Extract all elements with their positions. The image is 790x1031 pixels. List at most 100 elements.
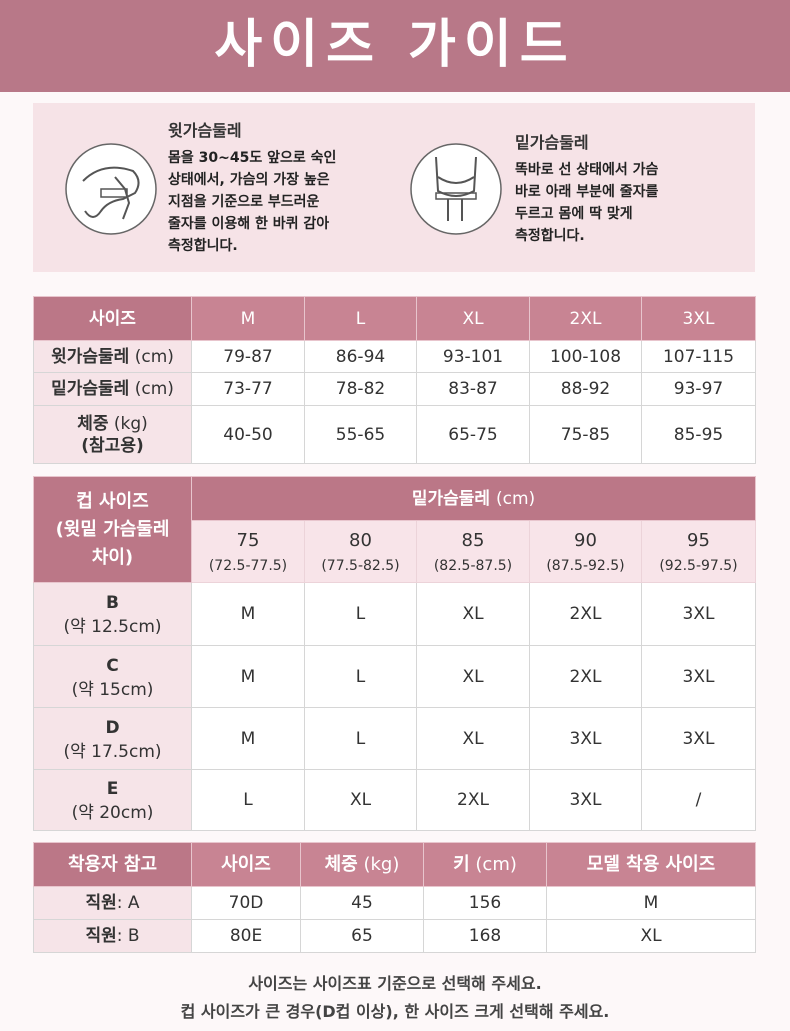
- row: 직원: B 80E 65 168 XL: [33, 919, 756, 953]
- header-cell: 모델 착용 사이즈: [546, 842, 756, 887]
- column-range: (82.5-87.5): [433, 557, 513, 574]
- row-label: 직원: A: [33, 886, 192, 920]
- cell: 78-82: [304, 372, 417, 406]
- label-unit: (cm): [475, 853, 517, 875]
- label-unit: (cm): [134, 379, 174, 399]
- measure-text: 몸을 30~45도 앞으로 숙인 상태에서, 가슴의 가장 높은 지점을 기준으로 …: [168, 147, 336, 257]
- wearer-table: 착용자 참고 사이즈 체중 (kg) 키 (cm) 모델 착용 사이즈 직원: A 70D 4…: [33, 842, 756, 953]
- measure-line: 몸을 30~45도 앞으로 숙인: [168, 150, 337, 166]
- cell: /: [641, 769, 756, 831]
- label-name: 밑가슴둘레: [51, 379, 130, 399]
- label-name: 키: [453, 853, 470, 875]
- label-name: 착용자 참고: [67, 853, 158, 875]
- column-header: 75 (72.5-77.5): [191, 520, 305, 583]
- row-label: D (약 17.5cm): [33, 707, 192, 770]
- header-cell: 사이즈: [33, 296, 192, 341]
- header-cell: 사이즈: [191, 842, 301, 887]
- cell: 65: [300, 919, 424, 953]
- row-label: E (약 20cm): [33, 769, 192, 831]
- label-unit: (cm): [134, 346, 174, 367]
- header-cell: 3XL: [641, 296, 756, 341]
- corner-line: (윗밑 가슴둘레: [55, 518, 170, 540]
- footer: 사이즈는 사이즈표 기준으로 선택해 주세요. 컵 사이즈가 큰 경우(D컵 이상…: [0, 970, 790, 1026]
- measure-item: 밑가슴둘레 똑바로 선 상태에서 가슴 바로 아래 부분에 줄자를 두르고 몸에 딱…: [515, 129, 658, 247]
- cell: 86-94: [304, 340, 417, 373]
- column-range: (72.5-77.5): [208, 557, 288, 574]
- size-table: 사이즈 M L XL 2XL 3XL 윗가슴둘레 (cm) 79-87 86-94 93-101 1…: [33, 296, 756, 464]
- label-suffix: : B: [116, 926, 140, 946]
- label-name: 체중: [77, 413, 109, 434]
- cell: 2XL: [529, 645, 642, 708]
- cell: 93-101: [416, 340, 530, 373]
- measure-line: 측정합니다.: [168, 238, 238, 254]
- label-name: 모델 착용 사이즈: [586, 853, 716, 875]
- label-name: 윗가슴둘레: [51, 346, 130, 367]
- cell: XL: [546, 919, 756, 953]
- footer-line: 컵 사이즈가 큰 경우(D컵 이상), 한 사이즈 크게 선택해 주세요.: [180, 1002, 610, 1021]
- cell: 3XL: [641, 707, 756, 770]
- cell: M: [191, 707, 305, 770]
- label-unit: (cm): [495, 488, 536, 509]
- column-range: (92.5-97.5): [659, 557, 738, 574]
- label-name: 직원: [85, 926, 117, 946]
- column-size: 95: [687, 529, 710, 551]
- cell: 75-85: [529, 405, 642, 464]
- cell: L: [304, 707, 417, 770]
- subheader-row: 75 (72.5-77.5) 80 (77.5-82.5) 85 (82.5-87.5) 9…: [34, 520, 756, 583]
- cell: 100-108: [529, 340, 642, 373]
- column-header: 80 (77.5-82.5): [304, 520, 417, 583]
- header-cell: XL: [416, 296, 530, 341]
- header-cell: L: [304, 296, 417, 341]
- row: 윗가슴둘레 (cm) 79-87 86-94 93-101 100-108 107-115: [33, 340, 756, 373]
- column-size: 75: [236, 529, 260, 551]
- measure-line: 두르고 몸에 딱 맞게: [515, 206, 633, 222]
- cell: 3XL: [529, 769, 642, 831]
- cell: L: [304, 582, 417, 646]
- corner-line: 차이): [91, 546, 134, 568]
- measure-line: 똑바로 선 상태에서 가슴: [515, 162, 659, 178]
- row: C (약 15cm) M L XL 2XL 3XL: [33, 645, 756, 708]
- cell: 3XL: [529, 707, 642, 770]
- row-label: 체중 (kg) (참고용): [33, 405, 192, 464]
- cell: 156: [423, 886, 547, 920]
- measure-line: 줄자를 이용해 한 바퀴 감아: [168, 216, 330, 232]
- measure-text: 똑바로 선 상태에서 가슴 바로 아래 부분에 줄자를 두르고 몸에 딱 맞게 측정합…: [515, 159, 658, 247]
- measure-line: 상태에서, 가슴의 가장 높은: [168, 172, 330, 188]
- cup: D: [105, 717, 120, 738]
- header-row: 착용자 참고 사이즈 체중 (kg) 키 (cm) 모델 착용 사이즈: [33, 842, 756, 887]
- group-header: 밑가슴둘레 (cm): [191, 476, 756, 521]
- header-cell: 키 (cm): [423, 842, 547, 887]
- row-label: B (약 12.5cm): [33, 582, 192, 646]
- cell: 83-87: [416, 372, 530, 406]
- label-suffix: : A: [116, 893, 140, 913]
- cell: 73-77: [191, 372, 305, 406]
- cell: M: [546, 886, 756, 920]
- column-range: (77.5-82.5): [321, 557, 400, 574]
- header-cell: M: [191, 296, 305, 341]
- row: 체중 (kg) (참고용) 40-50 55-65 65-75 75-85 85-95: [33, 405, 756, 464]
- cell: M: [191, 582, 305, 646]
- cell: 107-115: [641, 340, 756, 373]
- cell: L: [191, 769, 305, 831]
- row-label: 직원: B: [33, 919, 192, 953]
- row-label: 윗가슴둘레 (cm): [33, 340, 192, 373]
- cup-diff: (약 17.5cm): [63, 741, 162, 762]
- measure-box: 윗가슴둘레 몸을 30~45도 앞으로 숙인 상태에서, 가슴의 가장 높은 지점을…: [33, 103, 755, 272]
- row-label: C (약 15cm): [33, 645, 192, 708]
- label-note: (참고용): [81, 435, 144, 456]
- column-size: 80: [349, 529, 372, 551]
- cell: M: [191, 645, 305, 708]
- cell: 168: [423, 919, 547, 953]
- footer-line: 사이즈는 사이즈표 기준으로 선택해 주세요.: [248, 974, 542, 993]
- cell: 70D: [191, 886, 301, 920]
- corner-line: 컵 사이즈: [76, 490, 149, 512]
- cell: 2XL: [529, 582, 642, 646]
- cell: 85-95: [641, 405, 756, 464]
- column-size: 90: [574, 529, 597, 551]
- upper-bust-icon: [65, 143, 157, 235]
- cell: 80E: [191, 919, 301, 953]
